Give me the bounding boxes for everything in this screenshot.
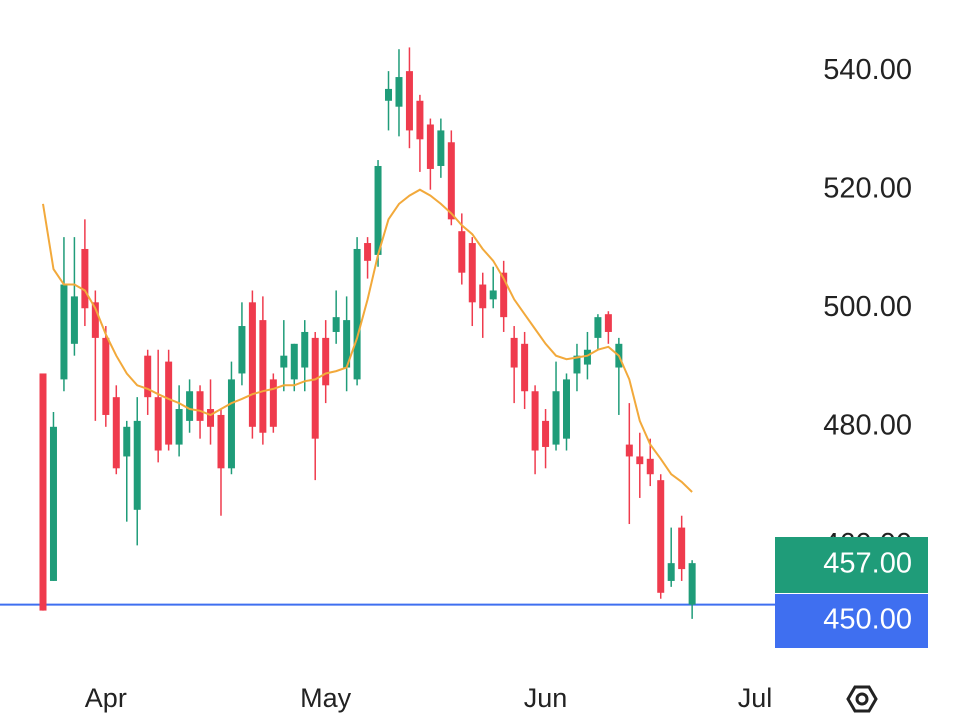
price-axis: 460.00480.00500.00520.00540.00457.00450.… bbox=[775, 54, 928, 648]
candle-body bbox=[364, 243, 372, 261]
candle-body bbox=[322, 337, 330, 386]
candle-body bbox=[385, 88, 393, 101]
candle-body bbox=[196, 391, 204, 421]
candle-body bbox=[301, 331, 309, 368]
candle-body bbox=[489, 290, 497, 300]
candle-body bbox=[552, 391, 560, 445]
price-tag bbox=[775, 594, 928, 648]
candle-body bbox=[269, 379, 277, 427]
moving-average-line bbox=[42, 188, 693, 493]
candle-body bbox=[165, 361, 173, 445]
settings-hex[interactable] bbox=[846, 685, 878, 713]
y-tick-label: 480.00 bbox=[823, 409, 912, 441]
candle-body bbox=[290, 343, 298, 380]
candle-body bbox=[667, 563, 675, 581]
candle-body bbox=[81, 248, 89, 309]
candle-body bbox=[563, 379, 570, 439]
candle-body bbox=[468, 243, 476, 303]
candle-body bbox=[248, 302, 256, 427]
candle-body bbox=[678, 527, 686, 570]
candle-body bbox=[91, 302, 99, 338]
candle-body bbox=[657, 480, 665, 593]
candle-body bbox=[353, 248, 361, 380]
candle-body bbox=[238, 326, 246, 374]
candle-body bbox=[144, 355, 152, 398]
candle-body bbox=[447, 142, 455, 220]
candle-body bbox=[175, 409, 183, 445]
candle-body bbox=[625, 444, 633, 457]
y-tick-label: 500.00 bbox=[823, 291, 912, 323]
candle-body bbox=[573, 355, 581, 374]
candle-body bbox=[479, 284, 487, 309]
x-tick-label: May bbox=[300, 683, 352, 713]
price-tag bbox=[775, 537, 928, 593]
candle-body bbox=[186, 391, 194, 421]
candle-body bbox=[154, 397, 162, 451]
candle-body bbox=[280, 355, 288, 368]
candle-body bbox=[437, 130, 445, 166]
x-tick-label: Jun bbox=[524, 683, 568, 713]
candle-body bbox=[500, 272, 508, 318]
y-tick-label: 540.00 bbox=[823, 54, 912, 86]
candle-body bbox=[259, 320, 267, 433]
candle-body bbox=[542, 420, 550, 447]
candle-body bbox=[207, 409, 215, 427]
price-tag-label: 457.00 bbox=[823, 548, 912, 580]
price-tag-label: 450.00 bbox=[823, 604, 912, 636]
candle-body bbox=[594, 317, 602, 338]
candle-body bbox=[583, 349, 591, 365]
candle-body bbox=[133, 420, 141, 510]
candle-body bbox=[102, 337, 110, 415]
candle-body bbox=[123, 426, 131, 457]
plot-area: Apr May Jun Jul bbox=[0, 47, 775, 713]
candle-body bbox=[227, 379, 235, 469]
candle-body bbox=[39, 373, 47, 611]
candle-body bbox=[510, 337, 518, 368]
candle-body bbox=[426, 124, 434, 169]
candle-body bbox=[112, 397, 120, 469]
candle-body bbox=[405, 71, 413, 131]
candle-body bbox=[49, 426, 57, 581]
candle-body bbox=[688, 563, 696, 605]
settings-icon[interactable] bbox=[846, 685, 878, 713]
x-tick-label: Apr bbox=[85, 683, 127, 713]
candle-body bbox=[343, 320, 351, 368]
candle-body bbox=[636, 456, 644, 465]
candle-body bbox=[395, 77, 403, 107]
candle-body bbox=[646, 458, 654, 475]
candle-body bbox=[416, 100, 424, 140]
candle-body bbox=[521, 343, 529, 392]
candle-body bbox=[604, 314, 612, 332]
candle-body bbox=[531, 391, 539, 451]
candle-body bbox=[374, 165, 382, 255]
candle-body bbox=[60, 284, 68, 380]
x-tick-label: Jul bbox=[738, 683, 773, 713]
y-tick-label: 520.00 bbox=[823, 172, 912, 204]
candle-body bbox=[332, 317, 340, 332]
candle-body bbox=[217, 414, 225, 469]
candle-body bbox=[458, 231, 466, 273]
candle-body bbox=[311, 337, 319, 439]
candle-body bbox=[70, 296, 78, 344]
settings-dot[interactable] bbox=[855, 692, 869, 706]
